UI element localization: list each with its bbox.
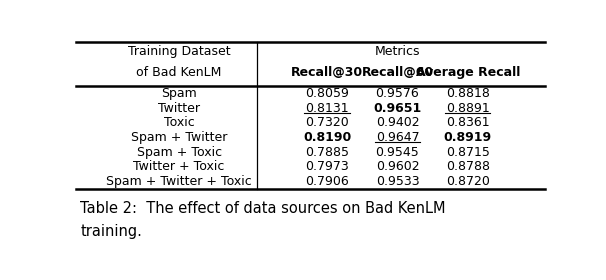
Text: 0.8190: 0.8190 — [303, 131, 351, 144]
Text: Average Recall: Average Recall — [416, 66, 520, 79]
Text: Recall@30: Recall@30 — [291, 66, 363, 79]
Text: Table 2:  The effect of data sources on Bad KenLM: Table 2: The effect of data sources on B… — [81, 201, 446, 216]
Text: 0.8720: 0.8720 — [446, 175, 490, 188]
Text: Toxic: Toxic — [164, 116, 195, 129]
Text: 0.9545: 0.9545 — [376, 146, 419, 159]
Text: 0.8361: 0.8361 — [446, 116, 490, 129]
Text: Training Dataset: Training Dataset — [128, 45, 230, 59]
Text: 0.8891: 0.8891 — [446, 102, 490, 115]
Text: 0.7973: 0.7973 — [305, 160, 349, 173]
Text: 0.7885: 0.7885 — [305, 146, 349, 159]
Text: 0.7320: 0.7320 — [305, 116, 349, 129]
Text: 0.8818: 0.8818 — [446, 87, 490, 100]
Text: Twitter + Toxic: Twitter + Toxic — [133, 160, 225, 173]
Text: Spam + Toxic: Spam + Toxic — [136, 146, 222, 159]
Text: 0.8788: 0.8788 — [446, 160, 490, 173]
Text: 0.8059: 0.8059 — [305, 87, 349, 100]
Text: Twitter: Twitter — [158, 102, 200, 115]
Text: 0.9647: 0.9647 — [376, 131, 419, 144]
Text: Spam + Twitter + Toxic: Spam + Twitter + Toxic — [106, 175, 252, 188]
Text: 0.9602: 0.9602 — [376, 160, 419, 173]
Text: Spam + Twitter: Spam + Twitter — [131, 131, 227, 144]
Text: Metrics: Metrics — [375, 45, 420, 59]
Text: Spam: Spam — [161, 87, 197, 100]
Text: training.: training. — [81, 225, 142, 239]
Text: 0.9533: 0.9533 — [376, 175, 419, 188]
Text: 0.8715: 0.8715 — [446, 146, 490, 159]
Text: 0.9402: 0.9402 — [376, 116, 419, 129]
Text: Recall@60: Recall@60 — [361, 66, 433, 79]
Text: 0.9651: 0.9651 — [373, 102, 422, 115]
Text: 0.8919: 0.8919 — [444, 131, 492, 144]
Text: 0.9576: 0.9576 — [376, 87, 419, 100]
Text: 0.7906: 0.7906 — [305, 175, 349, 188]
Text: of Bad KenLM: of Bad KenLM — [136, 66, 222, 79]
Text: 0.8131: 0.8131 — [305, 102, 349, 115]
